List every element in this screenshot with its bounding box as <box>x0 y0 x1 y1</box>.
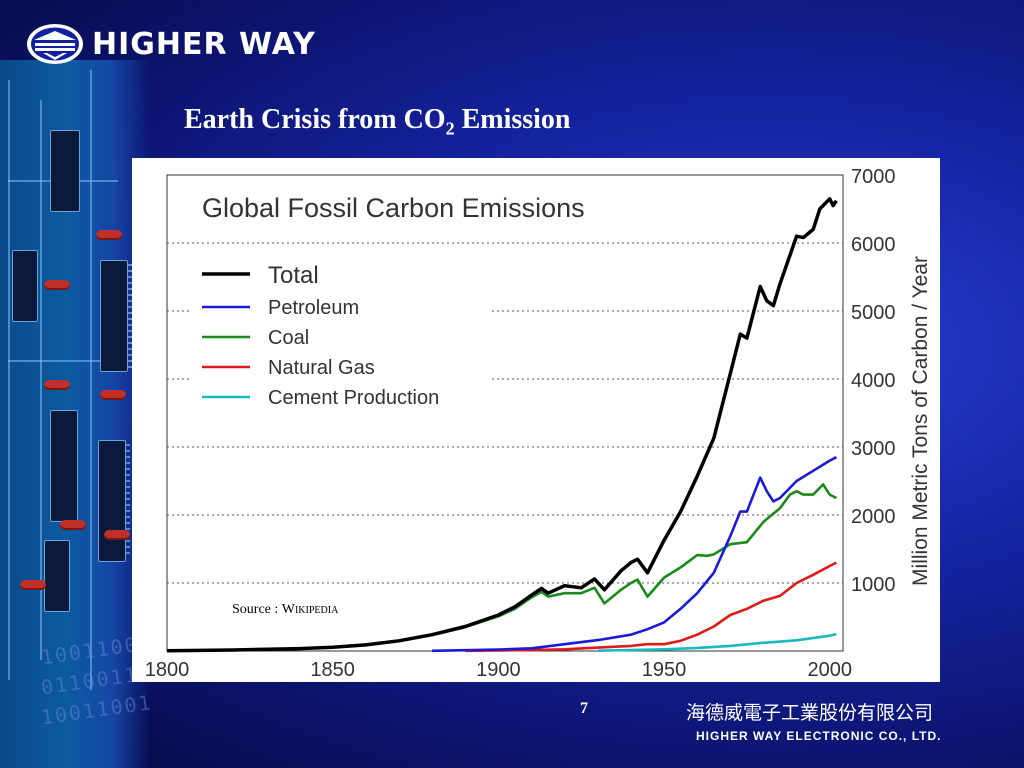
circuit-trace <box>8 360 128 362</box>
circuit-trace <box>90 70 92 690</box>
chip <box>8 250 42 322</box>
x-tick-label: 1850 <box>310 659 355 681</box>
chip <box>96 260 132 372</box>
resistor <box>60 520 86 530</box>
legend-label-cement-production: Cement Production <box>268 387 439 409</box>
y-tick-label: 3000 <box>851 438 896 460</box>
slide-title: Earth Crisis from CO2 Emission <box>184 104 571 140</box>
source-name: Wikipedia <box>281 602 339 617</box>
resistor <box>104 530 130 540</box>
resistor <box>44 280 70 290</box>
x-tick-label: 2000 <box>807 659 852 681</box>
y-tick-label: 4000 <box>851 370 896 392</box>
slide-title-subscript: 2 <box>445 118 455 139</box>
resistor <box>100 390 126 400</box>
chart-legend: Total Petroleum Coal Natural Gas Cement Prod… <box>192 252 492 412</box>
chip <box>40 540 74 612</box>
y-tick-label: 6000 <box>851 234 896 256</box>
y-axis-ticks: 1000 2000 3000 4000 5000 6000 7000 <box>851 166 896 596</box>
chip <box>46 410 82 522</box>
y-axis-label: Million Metric Tons of Carbon / Year <box>909 256 932 586</box>
company-name-chinese: 海德威電子工業股份有限公司 <box>686 702 934 724</box>
circuit-trace <box>40 100 42 660</box>
x-tick-label: 1950 <box>642 659 687 681</box>
chart-title: Global Fossil Carbon Emissions <box>202 193 585 223</box>
company-name-english: HIGHER WAY ELECTRONIC CO., LTD. <box>696 729 942 743</box>
series-line-cement-production <box>597 632 837 652</box>
slide-title-tail: Emission <box>454 104 571 135</box>
series-line-petroleum <box>432 456 837 653</box>
source-label: Source : <box>232 602 282 617</box>
legend-background <box>192 252 492 412</box>
y-tick-label: 7000 <box>851 166 896 188</box>
circuit-trace <box>8 80 10 680</box>
emissions-chart: Global Fossil Carbon Emissions Total Petr… <box>145 166 932 681</box>
slide-title-main: Earth Crisis from CO <box>184 104 446 135</box>
series-line-natural-gas <box>465 561 837 653</box>
higher-way-logo-icon <box>27 24 83 64</box>
series-line-total <box>166 197 838 653</box>
page-number: 7 <box>580 700 588 717</box>
chip <box>46 130 84 212</box>
resistor <box>44 380 70 390</box>
legend-label-petroleum: Petroleum <box>268 297 359 319</box>
y-tick-label: 1000 <box>851 574 896 596</box>
chart-panel: Global Fossil Carbon Emissions Total Petr… <box>132 158 940 682</box>
resistor <box>20 580 46 590</box>
x-tick-label: 1900 <box>476 659 521 681</box>
legend-label-coal: Coal <box>268 327 309 349</box>
x-axis-ticks: 1800 1850 1900 1950 2000 <box>145 659 852 681</box>
plot-frame <box>166 174 844 652</box>
resistor <box>96 230 122 240</box>
legend-label-natural-gas: Natural Gas <box>268 357 375 379</box>
chip <box>94 440 130 562</box>
legend-label-total: Total <box>268 262 319 289</box>
brand-name: HIGHER WAY <box>92 26 316 62</box>
circuit-board-decoration: 1001100110011100 0110011001001100 100110… <box>0 60 150 768</box>
x-tick-label: 1800 <box>145 659 190 681</box>
brand-logo: HIGHER WAY <box>26 22 316 66</box>
y-tick-label: 5000 <box>851 302 896 324</box>
series-layer <box>166 197 838 653</box>
y-tick-label: 2000 <box>851 506 896 528</box>
source-note: Source : Wikipedia <box>232 602 338 618</box>
